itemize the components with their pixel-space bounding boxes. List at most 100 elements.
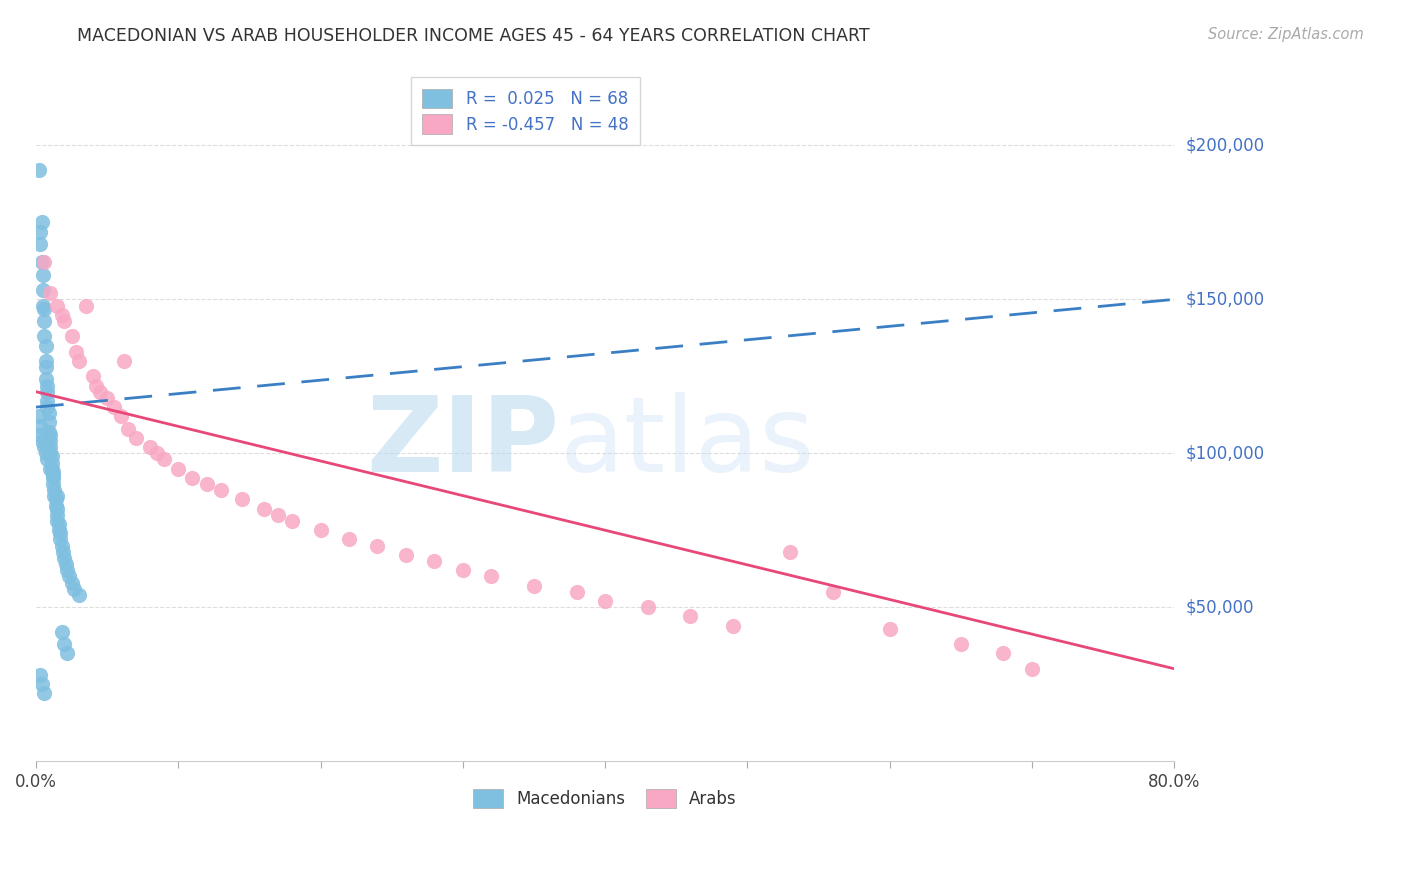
Point xyxy=(139,440,162,454)
Point xyxy=(110,409,132,424)
Point xyxy=(38,416,60,430)
Text: $200,000: $200,000 xyxy=(1185,136,1264,154)
Point xyxy=(30,225,52,239)
Point xyxy=(451,563,474,577)
Point xyxy=(31,215,53,229)
Point xyxy=(112,354,135,368)
Point xyxy=(51,624,73,639)
Point xyxy=(231,492,253,507)
Point xyxy=(84,378,107,392)
Point xyxy=(821,584,844,599)
Point xyxy=(124,431,146,445)
Point xyxy=(53,314,76,328)
Point xyxy=(195,477,218,491)
Point xyxy=(679,609,702,624)
Point xyxy=(44,483,66,498)
Point xyxy=(49,533,72,547)
Point xyxy=(1021,662,1043,676)
Point xyxy=(281,514,304,528)
Point xyxy=(34,314,56,328)
Point xyxy=(51,539,73,553)
Text: $150,000: $150,000 xyxy=(1185,291,1264,309)
Point xyxy=(56,563,79,577)
Text: Source: ZipAtlas.com: Source: ZipAtlas.com xyxy=(1208,27,1364,42)
Point xyxy=(46,299,69,313)
Point xyxy=(35,360,58,375)
Point xyxy=(34,255,56,269)
Legend: Macedonians, Arabs: Macedonians, Arabs xyxy=(467,782,744,815)
Point xyxy=(31,255,53,269)
Point xyxy=(34,329,56,343)
Point xyxy=(637,600,659,615)
Point xyxy=(38,406,60,420)
Point xyxy=(146,446,169,460)
Point xyxy=(30,668,52,682)
Point xyxy=(366,539,388,553)
Point xyxy=(53,637,76,651)
Point xyxy=(309,523,332,537)
Point xyxy=(32,283,55,297)
Point xyxy=(55,557,77,571)
Point xyxy=(44,489,66,503)
Point xyxy=(39,440,62,454)
Point xyxy=(395,548,418,562)
Point xyxy=(37,378,59,392)
Point xyxy=(56,646,79,660)
Point xyxy=(32,268,55,282)
Point xyxy=(39,446,62,460)
Point xyxy=(42,465,65,479)
Point xyxy=(41,456,63,470)
Point xyxy=(34,301,56,316)
Point xyxy=(65,344,87,359)
Text: atlas: atlas xyxy=(560,392,815,493)
Point xyxy=(32,299,55,313)
Point xyxy=(39,286,62,301)
Point xyxy=(35,446,58,460)
Point xyxy=(60,575,83,590)
Point xyxy=(28,409,51,424)
Point xyxy=(721,618,744,632)
Point xyxy=(523,579,546,593)
Point xyxy=(67,354,90,368)
Point xyxy=(30,237,52,252)
Point xyxy=(52,545,75,559)
Point xyxy=(46,489,69,503)
Text: ZIP: ZIP xyxy=(367,392,560,493)
Point xyxy=(34,440,56,454)
Point xyxy=(48,523,70,537)
Point xyxy=(45,499,67,513)
Point xyxy=(41,461,63,475)
Point xyxy=(51,308,73,322)
Point xyxy=(35,372,58,386)
Point xyxy=(46,514,69,528)
Point xyxy=(67,588,90,602)
Point xyxy=(879,622,901,636)
Point xyxy=(423,554,446,568)
Point xyxy=(37,400,59,414)
Point xyxy=(42,471,65,485)
Point xyxy=(35,338,58,352)
Point xyxy=(593,594,616,608)
Point xyxy=(252,501,274,516)
Text: $50,000: $50,000 xyxy=(1185,599,1254,616)
Point xyxy=(103,400,125,414)
Point xyxy=(153,452,176,467)
Point xyxy=(82,369,104,384)
Point xyxy=(60,329,83,343)
Point xyxy=(479,569,502,583)
Point xyxy=(35,354,58,368)
Text: $100,000: $100,000 xyxy=(1185,444,1264,462)
Point xyxy=(37,452,59,467)
Point xyxy=(337,533,360,547)
Point xyxy=(58,569,80,583)
Point xyxy=(993,646,1015,660)
Point xyxy=(31,677,53,691)
Point xyxy=(38,425,60,439)
Point xyxy=(89,384,111,399)
Point xyxy=(30,427,52,442)
Point xyxy=(30,418,52,433)
Point xyxy=(39,461,62,475)
Point xyxy=(46,508,69,522)
Point xyxy=(209,483,232,498)
Point xyxy=(63,582,86,596)
